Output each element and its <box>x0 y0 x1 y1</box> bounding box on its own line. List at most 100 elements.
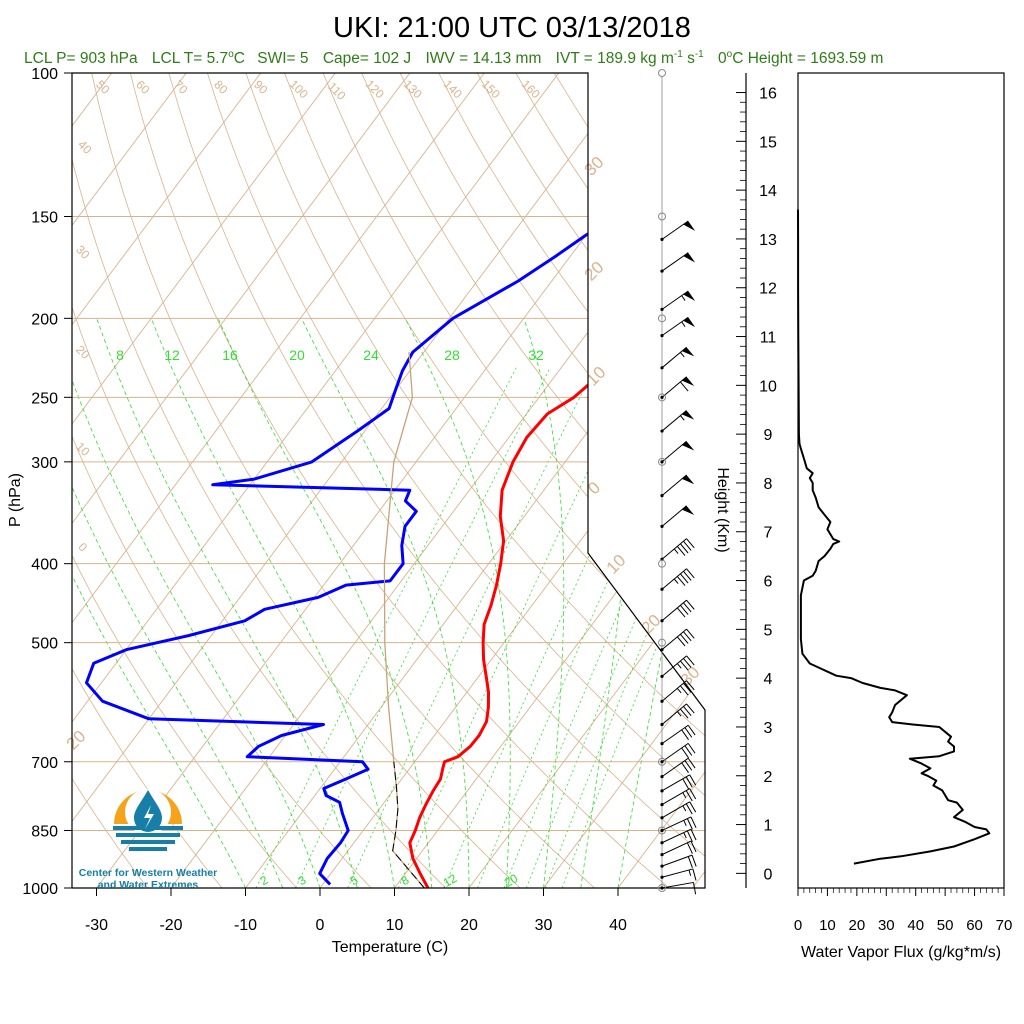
barb-full <box>686 538 695 549</box>
flux-x-tick-label: 30 <box>878 917 895 934</box>
barb-dot <box>660 841 664 845</box>
isotherm-label: 30 <box>581 153 608 180</box>
barb-full <box>687 724 696 736</box>
cw3e-logo: Center for Western Weather and Water Ext… <box>79 789 217 891</box>
mixing-ratio-label: 20 <box>502 871 521 890</box>
stat-ivt: IVT = 189.9 kg m <box>556 50 674 67</box>
barb-staff <box>661 816 692 831</box>
barb-full <box>680 685 689 696</box>
barb-full <box>684 760 693 771</box>
barb-dot <box>660 789 664 793</box>
adiabat-label: 70 <box>171 77 191 97</box>
mixing-ratio-label: 12 <box>164 347 180 363</box>
barb-marker <box>658 559 666 568</box>
mixing-ratio-line <box>545 367 705 888</box>
barb-staff <box>661 801 690 819</box>
barb-staff <box>661 742 689 763</box>
barb-dot <box>660 699 664 703</box>
barb-full <box>683 602 692 613</box>
x-tick-label: 20 <box>460 917 478 934</box>
barb-half <box>682 805 687 812</box>
barb-flag <box>683 317 696 328</box>
isotherm-line <box>468 73 705 888</box>
barb-staff <box>661 410 687 432</box>
barb-full <box>686 680 695 691</box>
barb-staff <box>661 868 694 878</box>
wind-barb <box>660 220 696 241</box>
dry-adiabat-line <box>72 73 162 888</box>
barb-flag <box>681 441 695 451</box>
y-tick-label: 250 <box>31 390 58 407</box>
y-tick-label: 200 <box>31 311 58 328</box>
wind-barb <box>660 440 695 464</box>
dry-adiabat-line <box>245 73 705 888</box>
height-tick-label: 7 <box>764 525 773 542</box>
barb-full <box>680 381 689 392</box>
parcel-dashed-line <box>392 761 425 888</box>
barb-staff <box>661 440 687 463</box>
barb-dot <box>660 775 664 779</box>
y-tick-label: 150 <box>31 210 58 227</box>
mixing-ratio-label: 20 <box>289 347 305 363</box>
adiabat-label: 10 <box>73 439 93 459</box>
barb-dot <box>660 853 664 857</box>
moist-adiabat-lines <box>72 318 705 888</box>
barb-half <box>673 548 679 554</box>
barb-half <box>681 295 686 301</box>
adiabat-label: 100 <box>287 77 311 101</box>
wind-barb <box>660 742 696 764</box>
height-axis-label: Height (Km) <box>714 467 731 552</box>
barb-staff <box>661 655 687 677</box>
x-tick-label: -20 <box>159 917 182 934</box>
barb-dot <box>660 674 664 678</box>
barb-full <box>686 830 693 843</box>
dry-adiabat-line <box>72 73 388 888</box>
skewt-axes: -30 -20 -10 0 10 20 30 401001502002503004005007… <box>22 66 627 934</box>
dry-adiabat-line <box>554 73 705 888</box>
x-tick-label: -10 <box>234 917 257 934</box>
barb-dot <box>660 886 664 890</box>
barb-half <box>683 820 687 826</box>
isotherm-line <box>767 73 1024 888</box>
adiabat-label: 20 <box>73 342 93 362</box>
mixing-ratio-line <box>503 367 705 888</box>
barb-full <box>680 708 689 719</box>
dry-adiabat-line <box>72 73 539 888</box>
height-tick-label: 5 <box>764 622 773 639</box>
barb-dot <box>660 493 664 498</box>
mixing-ratio-label: 24 <box>363 347 379 363</box>
stat-cape: Cape= 102 J <box>323 50 411 67</box>
barb-staff <box>661 252 689 272</box>
barb-full <box>686 818 693 830</box>
y-tick-label: 1000 <box>22 881 58 898</box>
barb-marker <box>658 69 666 77</box>
barb-flag <box>683 221 696 231</box>
flux-x-tick-label: 40 <box>907 917 924 934</box>
x-tick-label: 10 <box>386 917 404 934</box>
isotherm-line <box>72 73 634 888</box>
flux-x-tick-label: 20 <box>849 917 866 934</box>
barb-dot <box>660 429 664 433</box>
barb-staff <box>661 505 687 527</box>
barb-full <box>693 882 697 895</box>
barb-staff <box>661 703 687 725</box>
barb-staff <box>661 840 692 856</box>
barb-full <box>686 568 695 579</box>
wind-barb <box>660 788 697 807</box>
barb-staff <box>661 599 687 622</box>
dry-adiabat-line <box>322 73 705 888</box>
flux-x-axis-label: Water Vapor Flux (g/kg*m/s) <box>801 944 1001 961</box>
wind-barb <box>660 703 695 727</box>
adiabat-label: 30 <box>73 242 93 262</box>
wind-barbs <box>658 69 697 895</box>
y-tick-label: 850 <box>31 823 58 840</box>
barb-full <box>686 703 695 714</box>
dry-adiabat-line <box>399 73 705 888</box>
adiabat-label: 160 <box>519 77 543 101</box>
isobar-lines <box>72 73 705 888</box>
barb-full <box>680 543 689 554</box>
adiabat-label: 140 <box>441 77 465 101</box>
stat-lcl-p: LCL P= 903 hPa <box>24 50 138 67</box>
